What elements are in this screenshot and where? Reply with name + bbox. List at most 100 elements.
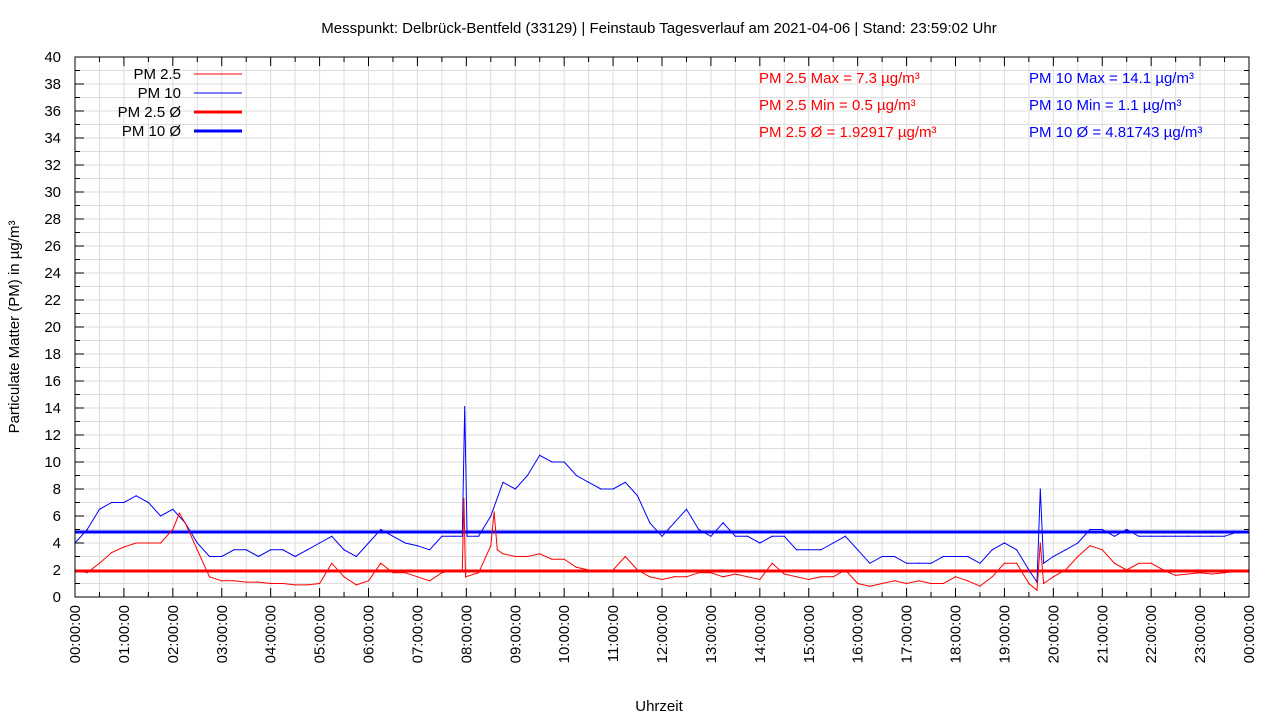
pm25-data-point	[86, 572, 88, 574]
pm25-data-point	[294, 584, 296, 586]
pm10-data-point	[111, 501, 113, 504]
x-tick-label: 10:00:00	[556, 605, 573, 663]
x-tick-label: 13:00:00	[703, 605, 720, 663]
pm10-data-point	[404, 542, 406, 544]
pm25-data-point	[881, 582, 883, 585]
pm10-data-point	[979, 562, 981, 564]
pm10-data-point	[1199, 535, 1201, 537]
pm10-data-point	[734, 535, 736, 537]
x-tick-label: 02:00:00	[165, 605, 182, 663]
pm10-data-point	[1003, 542, 1006, 544]
pm10-data-point	[722, 522, 724, 524]
pm10-data-point	[1187, 535, 1189, 537]
pm25-data-point	[710, 572, 712, 574]
pm25-data-point	[1039, 542, 1041, 544]
pm10-data-point	[893, 555, 895, 558]
x-tick-label: 11:00:00	[605, 605, 622, 662]
chart-title: Messpunkt: Delbrück-Bentfeld (33129) | F…	[321, 20, 996, 37]
pm25-data-point	[930, 582, 932, 585]
pm25-data-point	[404, 572, 406, 574]
pm25-data-point	[172, 528, 174, 531]
x-tick-label: 07:00:00	[409, 605, 426, 663]
pm10-data-point	[954, 555, 957, 558]
y-tick-label: 36	[44, 103, 61, 120]
pm10-data-point	[820, 549, 822, 551]
pm25-data-point	[771, 562, 773, 564]
pm10-data-point	[832, 542, 834, 544]
pm25-data-point	[1126, 569, 1128, 571]
pm10-data-point	[380, 528, 382, 531]
pm10-data-point	[257, 555, 260, 558]
pm25-data-point	[588, 569, 590, 571]
pm25-data-point	[463, 497, 465, 500]
pm10-max-annotation: PM 10 Max = 14.1 µg/m³	[1029, 70, 1194, 87]
x-tick-label: 18:00:00	[948, 605, 965, 663]
pm25-data-point	[636, 569, 639, 571]
x-tick-label: 21:00:00	[1094, 605, 1111, 663]
pm25-data-point	[429, 580, 431, 582]
pm10-data-point	[270, 549, 272, 551]
pm25-data-point	[869, 585, 871, 587]
pm25-data-point	[759, 578, 761, 581]
pm25-data-point	[673, 576, 675, 578]
pm25-data-point	[178, 512, 180, 514]
pm25-data-point	[318, 582, 321, 585]
pm10-data-point	[575, 474, 577, 477]
pm10-data-point	[1028, 569, 1030, 571]
pm10-data-point	[857, 549, 859, 551]
pm10-data-point	[1150, 535, 1152, 537]
x-tick-label: 17:00:00	[899, 605, 916, 663]
x-tick-label: 19:00:00	[996, 605, 1013, 663]
pm25-data-point	[967, 580, 969, 582]
pm10-data-point	[661, 535, 663, 537]
x-tick-label: 23:00:00	[1192, 605, 1209, 663]
pm10-data-point	[783, 535, 785, 537]
pm10-data-point	[612, 488, 614, 490]
pm25-data-point	[380, 562, 382, 564]
pm10-data-point	[416, 545, 419, 547]
pm10-data-point	[649, 522, 651, 524]
pm25-data-point	[942, 582, 944, 585]
pm10-data-point	[490, 515, 492, 517]
pm25-data-point	[649, 576, 651, 578]
pm25-data-point	[208, 576, 211, 578]
pm10-data-point	[588, 481, 590, 483]
pm10-data-point	[771, 535, 773, 537]
pm10-data-point	[245, 549, 247, 551]
pm25-data-point	[147, 542, 149, 544]
pm25-data-point	[221, 580, 223, 582]
y-tick-label: 38	[44, 76, 61, 93]
pm25-data-point	[1089, 545, 1091, 547]
pm25-max-annotation: PM 2.5 Max = 7.3 µg/m³	[759, 70, 920, 87]
y-tick-label: 4	[53, 535, 61, 552]
y-tick-label: 10	[44, 454, 61, 471]
pm10-data-point	[392, 535, 394, 537]
y-tick-label: 18	[44, 346, 61, 363]
x-tick-label: 15:00:00	[801, 605, 818, 663]
pm10-data-point	[685, 508, 688, 510]
series-layer	[74, 406, 1250, 592]
pm10-data-point	[282, 549, 284, 551]
pm25-data-point	[698, 572, 700, 574]
pm25-data-point	[747, 576, 749, 578]
y-tick-label: 2	[53, 562, 61, 579]
pm25-data-point	[1113, 562, 1116, 564]
pm10-data-point	[466, 535, 468, 537]
pm10-data-point	[429, 549, 431, 551]
pm10-data-point	[1052, 555, 1054, 558]
x-tick-label: 08:00:00	[458, 605, 475, 663]
pm10-data-point	[673, 522, 675, 524]
pm10-data-point	[918, 562, 920, 564]
y-tick-label: 20	[44, 319, 61, 336]
pm10-data-point	[355, 555, 357, 558]
x-tick-label: 14:00:00	[752, 605, 769, 663]
axis-ticks: 024681012141618202224262830323436384000:…	[44, 49, 1258, 663]
pm25-data-point	[526, 555, 529, 558]
pm25-data-point	[496, 549, 498, 551]
pm10-data-point	[135, 495, 137, 497]
pm25-data-point	[734, 573, 736, 575]
pm25-data-point	[832, 576, 834, 578]
y-tick-label: 8	[53, 481, 61, 498]
pm25-data-point	[1236, 570, 1238, 572]
